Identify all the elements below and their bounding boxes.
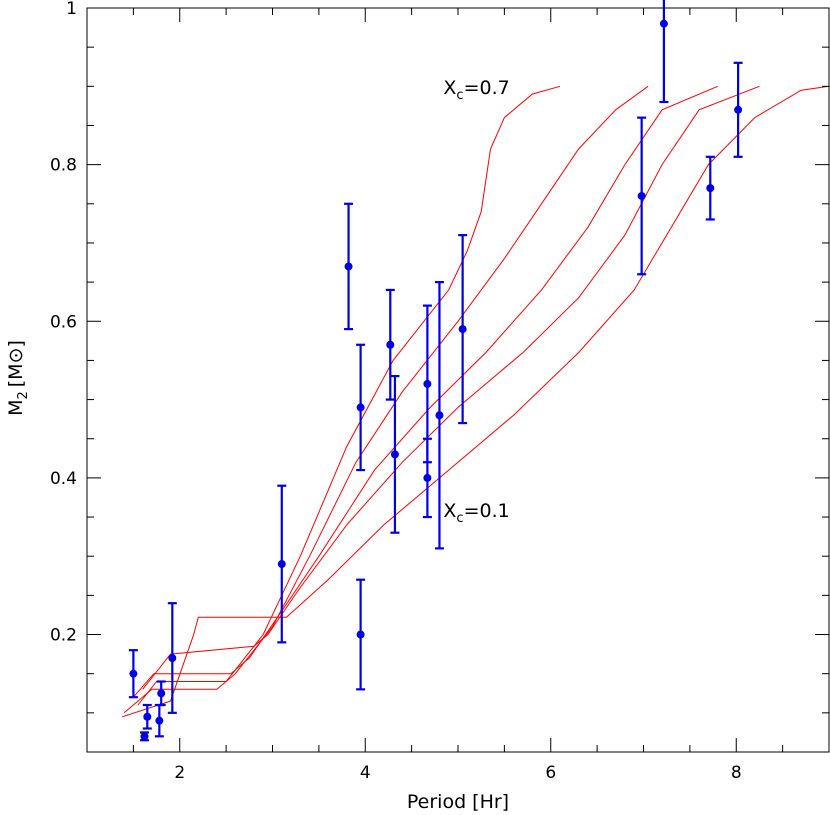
y-tick-label: 1 <box>66 0 77 19</box>
y-axis-label-sub: 2 <box>16 391 31 399</box>
x-tick-label: 6 <box>545 763 556 783</box>
labels: Period [Hr] M2[M⊙] <box>5 340 509 813</box>
model-curve <box>137 85 561 706</box>
y-tick-label: 0.2 <box>50 626 77 646</box>
annotation-sub: c <box>456 88 463 103</box>
annotations: Xc=0.7Xc=0.1 <box>443 77 509 526</box>
y-axis-label-unit-symbol: ⊙ <box>5 348 27 364</box>
annotation-main: X <box>443 77 456 99</box>
data-point <box>157 689 166 698</box>
x-tick-label: 8 <box>731 763 742 783</box>
model-curve <box>123 85 649 714</box>
y-axis-label-unit: [M <box>5 363 27 387</box>
annotation-rest: =0.7 <box>464 77 510 99</box>
model-curve <box>133 85 718 698</box>
y-tick-label: 0.8 <box>50 156 77 176</box>
y-tick-label: 0.4 <box>50 469 77 489</box>
data-point <box>143 712 152 721</box>
data-point <box>706 184 715 193</box>
data-point <box>458 325 467 334</box>
data-point <box>140 732 149 741</box>
y-tick-label: 0.6 <box>50 312 77 332</box>
x-axis-label: Period [Hr] <box>407 791 509 813</box>
data-point <box>168 654 177 663</box>
data-point <box>129 669 138 678</box>
data-point <box>423 379 432 388</box>
data-point <box>423 473 432 482</box>
data-points <box>128 0 743 742</box>
curve-annotation: Xc=0.7 <box>443 77 509 103</box>
data-point <box>155 716 164 725</box>
data-point <box>356 630 365 639</box>
data-point <box>659 19 668 28</box>
model-curve <box>122 85 830 718</box>
data-point <box>344 262 353 271</box>
x-tick-label: 4 <box>360 763 371 783</box>
y-axis-label-close: ] <box>5 340 27 347</box>
data-point <box>734 105 743 114</box>
data-point <box>390 450 399 459</box>
annotation-main: X <box>443 500 456 522</box>
model-curve <box>142 85 760 690</box>
annotation-rest: =0.1 <box>464 500 510 522</box>
data-point <box>277 560 286 569</box>
y-axis-label: M2 [M⊙] <box>5 340 31 416</box>
annotation-sub: c <box>456 511 463 526</box>
x-tick-label: 2 <box>174 763 185 783</box>
data-point <box>356 403 365 412</box>
model-curves <box>122 85 830 718</box>
data-point <box>386 340 395 349</box>
curve-annotation: Xc=0.1 <box>443 500 509 526</box>
axes: 2 4 6 8 0.2 0.4 0.6 0.8 1 <box>50 0 830 783</box>
data-point <box>637 191 646 200</box>
y-axis-label-main: M <box>5 400 27 416</box>
data-point <box>435 411 444 420</box>
